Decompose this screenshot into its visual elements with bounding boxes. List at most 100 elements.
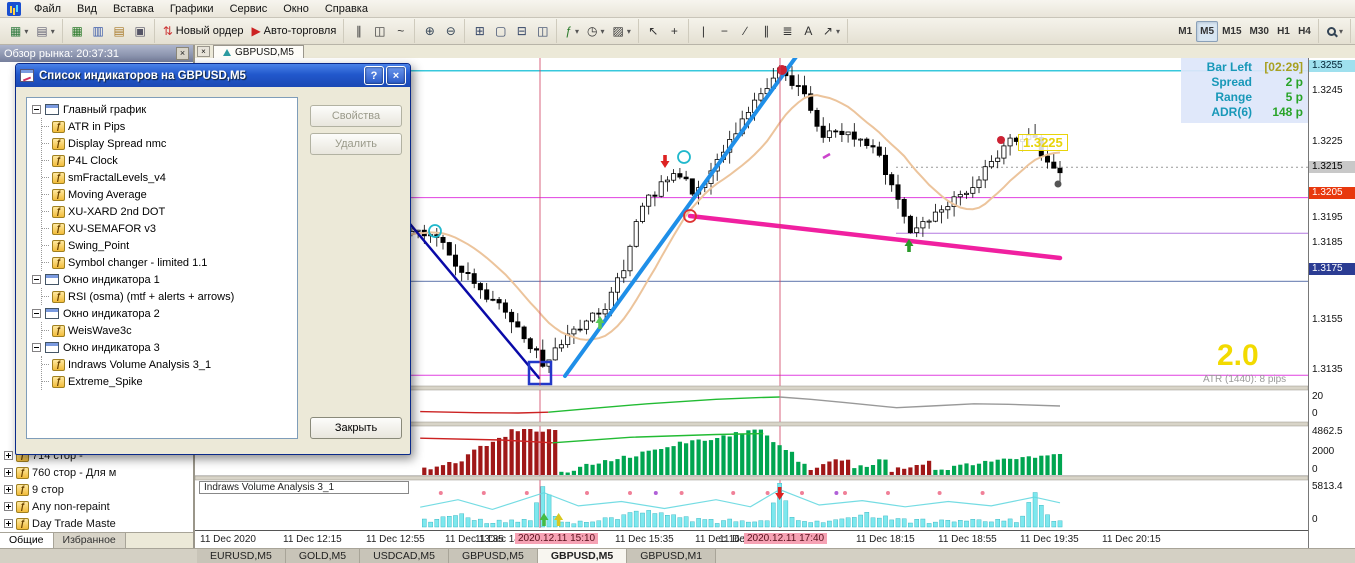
tree-group-1[interactable]: Окно индикатора 1 — [27, 271, 297, 288]
bar-chart-button[interactable]: ∥ — [348, 21, 369, 42]
timeframe-h4-button[interactable]: H4 — [1294, 21, 1315, 42]
tree-indicator-item[interactable]: ƒ Display Spread nmc — [42, 135, 297, 152]
menu-item-4[interactable]: Сервис — [229, 2, 268, 15]
menu-item-1[interactable]: Вид — [77, 2, 97, 15]
market-watch-item-3[interactable]: ƒ Any non-repaint — [0, 498, 193, 515]
autotrading-button[interactable]: ▶ Авто-торговля — [247, 21, 340, 42]
crosshair-button[interactable]: + — [664, 21, 685, 42]
periods-button[interactable]: ◷ ▾ — [583, 21, 609, 42]
trendline[interactable] — [563, 58, 801, 378]
tree-indicator-item[interactable]: ƒ Symbol changer - limited 1.1 — [42, 254, 297, 271]
cascade-windows-button[interactable]: ▢ — [490, 21, 511, 42]
arrow-objects-button[interactable]: ↗ ▾ — [819, 21, 844, 42]
new-order-button[interactable]: ⇅ Новый ордер — [159, 21, 248, 42]
chart-close-button[interactable]: × — [197, 46, 210, 57]
timeframe-m5-button[interactable]: M5 — [1196, 20, 1219, 42]
price-scale[interactable]: 1.3255 1.3245 1.3225 1.3215 1.3205 1.3195 1.31… — [1308, 58, 1355, 548]
timeframe-m30-button[interactable]: M30 — [1246, 21, 1273, 42]
tree-indicator-item[interactable]: ƒ Swing_Point — [42, 237, 297, 254]
time-axis[interactable]: 11 Dec 2020 11 Dec 12:15 11 Dec 12:55 11 De… — [195, 530, 1308, 548]
tree-indicator-item[interactable]: ƒ ATR in Pips — [42, 118, 297, 135]
tree-indicator-item[interactable]: ƒ smFractalLevels_v4 — [42, 169, 297, 186]
market-watch-header[interactable]: Обзор рынка: 20:37:31 × — [0, 45, 193, 62]
market-watch-tab-0[interactable]: Общие — [0, 533, 54, 548]
tree-group-2[interactable]: Окно индикатора 2 — [27, 305, 297, 322]
tree-indicator-item[interactable]: ƒ XU-XARD 2nd DOT — [42, 203, 297, 220]
volume-bar — [901, 518, 907, 528]
market-watch-item-4[interactable]: ƒ Day Trade Maste — [0, 515, 193, 532]
line-chart-button[interactable]: ~ — [390, 21, 411, 42]
trendline[interactable] — [398, 210, 541, 380]
file-tab-3[interactable]: GBPUSD,M5 — [448, 549, 538, 563]
tree-group-3[interactable]: Окно индикатора 3 — [27, 339, 297, 356]
expand-icon[interactable] — [4, 485, 13, 494]
tree-indicator-item[interactable]: ƒ WeisWave3c — [42, 322, 297, 339]
templates-button[interactable]: ▨ ▾ — [609, 21, 635, 42]
pane-splitter[interactable] — [195, 421, 1308, 427]
expand-icon[interactable] — [4, 519, 13, 528]
expand-icon[interactable] — [4, 451, 13, 460]
expand-icon[interactable] — [4, 468, 13, 477]
candlestick-chart-button[interactable]: ◫ — [369, 21, 390, 42]
tree-indicator-item[interactable]: ƒ XU-SEMAFOR v3 — [42, 220, 297, 237]
tree-indicator-item[interactable]: ƒ Extreme_Spike — [42, 373, 297, 390]
menu-item-0[interactable]: Файл — [34, 2, 62, 15]
pane-splitter[interactable] — [195, 475, 1308, 481]
menu-item-5[interactable]: Окно — [283, 2, 309, 15]
text-label-button[interactable]: A — [798, 21, 819, 42]
profiles-button[interactable]: ▤ ▾ — [32, 21, 58, 42]
collapse-icon[interactable] — [32, 343, 41, 352]
tree-indicator-item[interactable]: ƒ Indraws Volume Analysis 3_1 — [42, 356, 297, 373]
fibonacci-button[interactable]: ≣ — [777, 21, 798, 42]
delete-button[interactable]: Удалить — [310, 133, 402, 155]
collapse-icon[interactable] — [32, 309, 41, 318]
pane-splitter[interactable] — [195, 385, 1308, 391]
menu-item-6[interactable]: Справка — [324, 2, 368, 15]
navigator-button[interactable]: ▤ — [109, 21, 130, 42]
tile-vertical-button[interactable]: ◫ — [532, 21, 553, 42]
chart-tab-gbpusd-m5[interactable]: GBPUSD,M5 — [213, 45, 304, 58]
tree-indicator-item[interactable]: ƒ RSI (osma) (mtf + alerts + arrows) — [42, 288, 297, 305]
file-tab-0[interactable]: EURUSD,M5 — [197, 549, 286, 563]
vertical-line-button[interactable]: | — [693, 21, 714, 42]
new-chart-button[interactable]: ▦ ▾ — [6, 21, 32, 42]
collapse-icon[interactable] — [32, 275, 41, 284]
timeframe-h1-button[interactable]: H1 — [1273, 21, 1294, 42]
tree-indicator-item[interactable]: ƒ Moving Average — [42, 186, 297, 203]
timeframe-m15-button[interactable]: M15 — [1218, 21, 1245, 42]
zoom-in-button[interactable]: ⊕ — [419, 21, 440, 42]
trendline-button[interactable]: ∕ — [735, 21, 756, 42]
tree-indicator-item[interactable]: ƒ P4L Clock — [42, 152, 297, 169]
tree-group-0[interactable]: Главный график — [27, 101, 297, 118]
horizontal-line-button[interactable]: − — [714, 21, 735, 42]
file-tab-1[interactable]: GOLD,M5 — [285, 549, 361, 563]
timeframe-m1-button[interactable]: M1 — [1174, 21, 1196, 42]
symbol-search-button[interactable]: ▾ — [1323, 21, 1347, 42]
market-watch-close-button[interactable]: × — [176, 47, 189, 60]
properties-button[interactable]: Свойства — [310, 105, 402, 127]
close-button[interactable]: Закрыть — [310, 417, 402, 439]
expand-icon[interactable] — [4, 502, 13, 511]
file-tab-5[interactable]: GBPUSD,M1 — [627, 549, 717, 563]
market-watch-item-1[interactable]: ƒ 760 стор - Для м — [0, 464, 193, 481]
zoom-out-button[interactable]: ⊖ — [440, 21, 461, 42]
collapse-icon[interactable] — [32, 105, 41, 114]
menu-item-3[interactable]: Графики — [169, 2, 214, 15]
menu-item-2[interactable]: Вставка — [112, 2, 154, 15]
tile-windows-button[interactable]: ⊞ — [469, 21, 490, 42]
indicators-button[interactable]: ƒ ▾ — [561, 21, 583, 42]
trendline[interactable] — [687, 213, 1063, 261]
terminal-button[interactable]: ▣ — [130, 21, 151, 42]
market-watch-tab-1[interactable]: Избранное — [53, 533, 126, 548]
dialog-close-button[interactable]: × — [386, 66, 406, 85]
market-watch-button[interactable]: ▦ — [67, 21, 88, 42]
channel-button[interactable]: ∥ — [756, 21, 777, 42]
cursor-button[interactable]: ↖ — [643, 21, 664, 42]
dialog-titlebar[interactable]: Список индикаторов на GBPUSD,M5 ? × — [16, 64, 410, 87]
dialog-help-button[interactable]: ? — [364, 66, 384, 85]
file-tab-2[interactable]: USDCAD,M5 — [360, 549, 449, 563]
data-window-button[interactable]: ▥ — [88, 21, 109, 42]
tile-horizontal-button[interactable]: ⊟ — [511, 21, 532, 42]
file-tab-4[interactable]: GBPUSD,M5 — [537, 549, 628, 563]
